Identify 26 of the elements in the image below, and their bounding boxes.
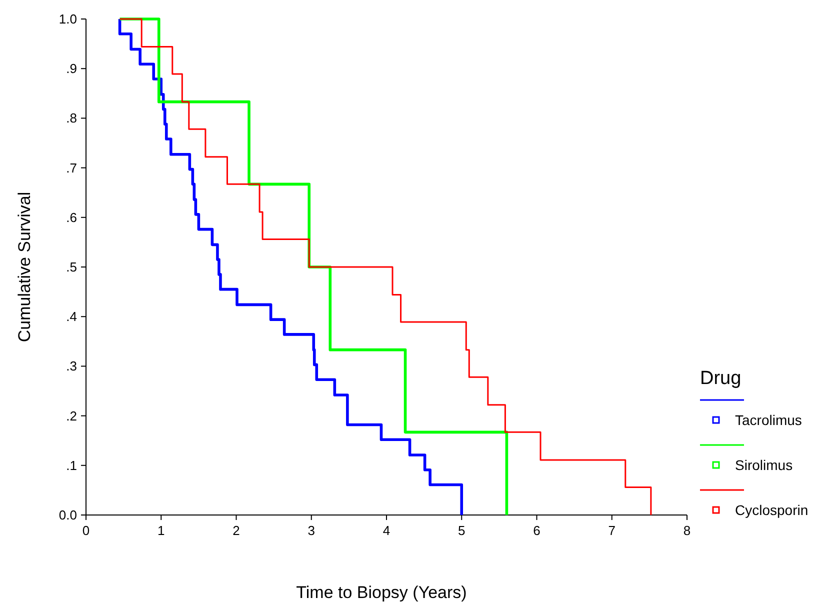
- y-tick-label: .3: [66, 358, 77, 374]
- y-tick-label: .1: [66, 458, 77, 473]
- y-tick-label: .8: [66, 110, 77, 126]
- y-tick-label: .6: [66, 210, 77, 225]
- x-tick-label: 6: [533, 523, 540, 538]
- x-tick-label: 0: [82, 523, 90, 538]
- y-tick-label: 0.0: [58, 508, 77, 522]
- legend-label: Cyclosporin: [735, 502, 808, 518]
- legend-label: Tacrolimus: [735, 412, 802, 428]
- y-tick-label: .9: [66, 61, 77, 76]
- y-tick-label: .2: [66, 408, 77, 424]
- y-axis-title: Cumulative Survival: [15, 192, 34, 342]
- y-tick-label: 1.0: [58, 12, 77, 26]
- x-axis-title: Time to Biopsy (Years): [296, 583, 467, 602]
- x-tick-label: 3: [308, 523, 315, 538]
- x-tick-label: 4: [382, 523, 390, 538]
- x-tick-label: 8: [683, 523, 691, 538]
- x-tick-label: 1: [158, 523, 165, 538]
- y-tick-label: .7: [66, 160, 77, 176]
- y-tick-label: .4: [66, 309, 77, 324]
- y-tick-label: .5: [66, 260, 77, 274]
- x-tick-label: 2: [232, 523, 240, 538]
- x-tick-label: 5: [458, 523, 466, 538]
- legend-title: Drug: [700, 368, 742, 389]
- legend-label: Sirolimus: [735, 457, 793, 473]
- x-tick-label: 7: [608, 523, 616, 538]
